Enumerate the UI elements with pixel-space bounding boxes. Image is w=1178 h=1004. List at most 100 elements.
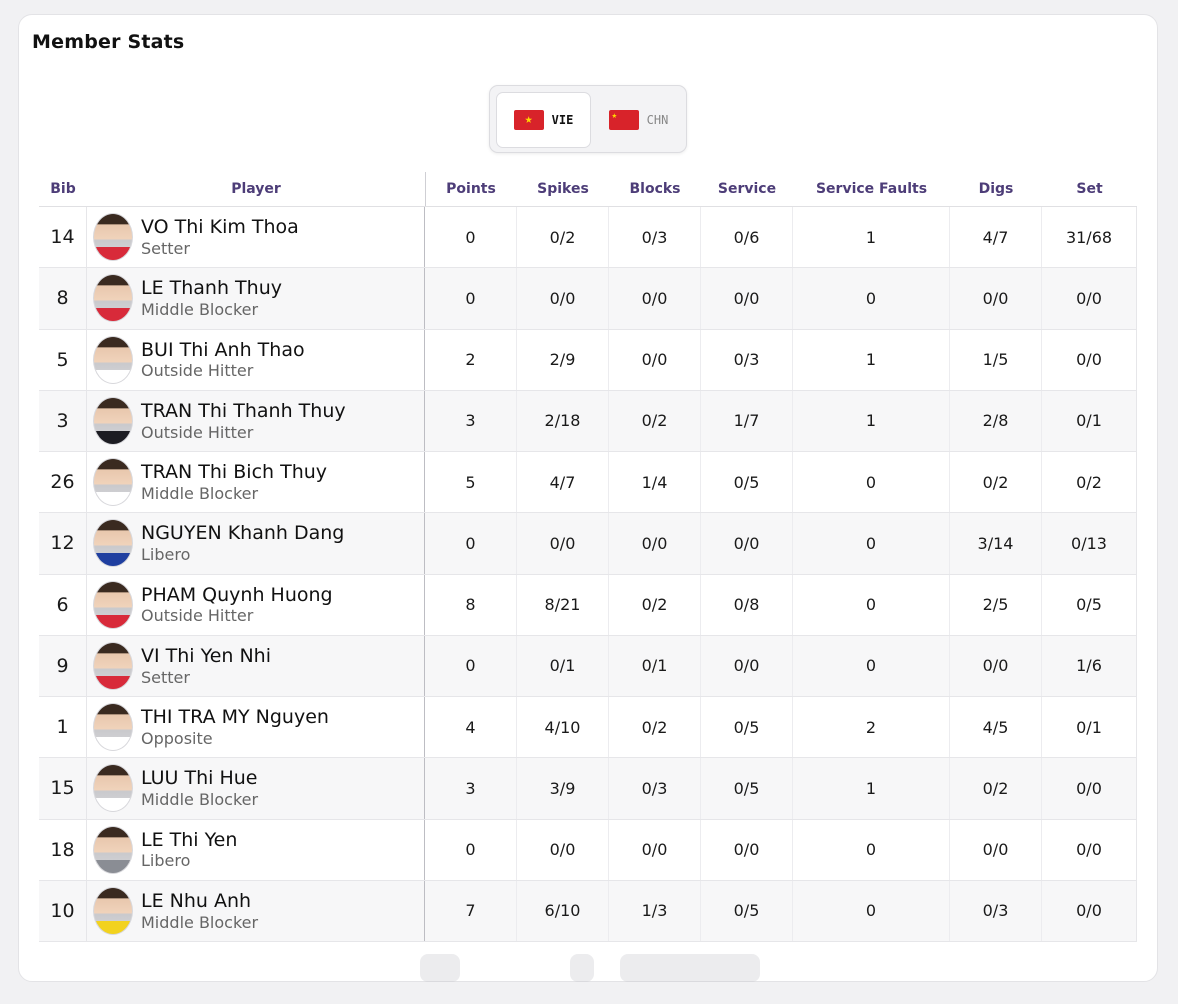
player-name: LE Thi Yen <box>141 828 238 851</box>
player-info: VO Thi Kim Thoa Setter <box>141 216 299 258</box>
column-header-digs: Digs <box>978 181 1014 197</box>
stat-set: 0/0 <box>1042 819 1137 880</box>
player-info: THI TRA MY Nguyen Opposite <box>141 706 329 748</box>
bib-number: 8 <box>39 268 87 329</box>
team-switcher: VIE CHN <box>489 85 687 153</box>
column-header-bib: Bib <box>50 181 76 197</box>
table-row[interactable]: 9 VI Thi Yen Nhi Setter 0 0/1 0/1 0/0 0 0/0 1/6 <box>39 635 1137 697</box>
bib-number: 3 <box>39 390 87 451</box>
stat-service-faults: 1 <box>793 207 950 268</box>
avatar <box>93 274 133 323</box>
player-name: LE Thanh Thuy <box>141 277 282 300</box>
stat-set: 31/68 <box>1042 207 1137 268</box>
player-cell[interactable]: PHAM Quynh Huong Outside Hitter <box>87 574 425 635</box>
stat-set: 1/6 <box>1042 635 1137 696</box>
stat-service: 0/5 <box>701 758 793 819</box>
stat-digs: 0/0 <box>950 268 1042 329</box>
stat-service: 1/7 <box>701 390 793 451</box>
stat-blocks: 0/0 <box>609 268 701 329</box>
bib-number: 12 <box>39 513 87 574</box>
avatar <box>93 580 133 629</box>
stat-service-faults: 0 <box>793 452 950 513</box>
stat-digs: 3/14 <box>950 513 1042 574</box>
player-name: VI Thi Yen Nhi <box>141 644 271 667</box>
stat-service: 0/5 <box>701 880 793 941</box>
bib-number: 14 <box>39 207 87 268</box>
stat-service-faults: 0 <box>793 268 950 329</box>
player-info: LE Thi Yen Libero <box>141 829 237 871</box>
player-cell[interactable]: VO Thi Kim Thoa Setter <box>87 207 425 268</box>
player-name: NGUYEN Khanh Dang <box>141 522 345 545</box>
table-row[interactable]: 5 BUI Thi Anh Thao Outside Hitter 2 2/9 0/0 0/… <box>39 329 1137 391</box>
player-position: Outside Hitter <box>141 606 254 626</box>
stat-service: 0/0 <box>701 268 793 329</box>
player-name: TRAN Thi Thanh Thuy <box>141 399 346 422</box>
stat-blocks: 0/2 <box>609 697 701 758</box>
player-cell[interactable]: LE Thi Yen Libero <box>87 819 425 880</box>
stat-spikes: 0/0 <box>517 513 609 574</box>
player-position: Outside Hitter <box>141 422 254 442</box>
stat-digs: 0/0 <box>950 635 1042 696</box>
team-tab-vie[interactable]: VIE <box>496 92 591 148</box>
stat-set: 0/0 <box>1042 329 1137 390</box>
player-info: VI Thi Yen Nhi Setter <box>141 645 271 687</box>
player-name: BUI Thi Anh Thao <box>141 338 305 361</box>
player-cell[interactable]: TRAN Thi Bich Thuy Middle Blocker <box>87 452 425 513</box>
player-info: LUU Thi Hue Middle Blocker <box>141 767 258 809</box>
table-row[interactable]: 15 LUU Thi Hue Middle Blocker 3 3/9 0/3 0/5 1 0/… <box>39 758 1137 820</box>
table-row[interactable]: 1 THI TRA MY Nguyen Opposite 4 4/10 0/2 0/5 2 4/… <box>39 697 1137 759</box>
stat-spikes: 0/0 <box>517 268 609 329</box>
stat-points: 2 <box>425 329 517 390</box>
player-position: Setter <box>141 667 190 687</box>
table-row[interactable]: 6 PHAM Quynh Huong Outside Hitter 8 8/21 0/2 0… <box>39 574 1137 636</box>
table-row[interactable]: 26 TRAN Thi Bich Thuy Middle Blocker 5 4/7 1/… <box>39 452 1137 514</box>
stat-service-faults: 0 <box>793 513 950 574</box>
player-name: VO Thi Kim Thoa <box>141 216 299 239</box>
avatar <box>93 519 133 568</box>
header-divider <box>425 172 426 206</box>
bib-number: 6 <box>39 574 87 635</box>
stat-points: 3 <box>425 390 517 451</box>
player-position: Libero <box>141 545 191 565</box>
table-row[interactable]: 12 NGUYEN Khanh Dang Libero 0 0/0 0/0 0/0 0 3/14… <box>39 513 1137 575</box>
stat-points: 0 <box>425 513 517 574</box>
table-row[interactable]: 18 LE Thi Yen Libero 0 0/0 0/0 0/0 0 0/0 0/0 <box>39 819 1137 881</box>
stat-spikes: 8/21 <box>517 574 609 635</box>
stat-digs: 2/8 <box>950 390 1042 451</box>
player-cell[interactable]: LE Thanh Thuy Middle Blocker <box>87 268 425 329</box>
stat-digs: 1/5 <box>950 329 1042 390</box>
stat-set: 0/1 <box>1042 697 1137 758</box>
stat-spikes: 3/9 <box>517 758 609 819</box>
table-row[interactable]: 3 TRAN Thi Thanh Thuy Outside Hitter 3 2/18 0… <box>39 390 1137 452</box>
avatar <box>93 213 133 262</box>
stat-spikes: 0/1 <box>517 635 609 696</box>
bib-number: 26 <box>39 452 87 513</box>
player-cell[interactable]: TRAN Thi Thanh Thuy Outside Hitter <box>87 390 425 451</box>
player-cell[interactable]: NGUYEN Khanh Dang Libero <box>87 513 425 574</box>
column-header-points: Points <box>446 181 496 197</box>
table-header: Bib Player Points Spikes Blocks Service … <box>39 172 1137 206</box>
player-position: Outside Hitter <box>141 361 254 381</box>
stat-service: 0/3 <box>701 329 793 390</box>
team-tab-chn[interactable]: CHN <box>591 92 686 148</box>
player-cell[interactable]: THI TRA MY Nguyen Opposite <box>87 697 425 758</box>
player-cell[interactable]: LE Nhu Anh Middle Blocker <box>87 880 425 941</box>
vietnam-flag-icon <box>513 110 544 130</box>
stat-set: 0/0 <box>1042 880 1137 941</box>
page-title: Member Stats <box>32 31 185 53</box>
stat-blocks: 0/2 <box>609 390 701 451</box>
stat-service-faults: 1 <box>793 758 950 819</box>
bib-number: 10 <box>39 880 87 941</box>
stat-service-faults: 1 <box>793 329 950 390</box>
player-cell[interactable]: LUU Thi Hue Middle Blocker <box>87 758 425 819</box>
table-row[interactable]: 8 LE Thanh Thuy Middle Blocker 0 0/0 0/0 0/0 0 0… <box>39 268 1137 330</box>
stat-service: 0/0 <box>701 635 793 696</box>
player-info: LE Thanh Thuy Middle Blocker <box>141 277 282 319</box>
table-row[interactable]: 10 LE Nhu Anh Middle Blocker 7 6/10 1/3 0/5 0 0/… <box>39 880 1137 942</box>
player-cell[interactable]: VI Thi Yen Nhi Setter <box>87 635 425 696</box>
stat-service-faults: 0 <box>793 574 950 635</box>
player-name: THI TRA MY Nguyen <box>141 706 329 729</box>
table-row[interactable]: 14 VO Thi Kim Thoa Setter 0 0/2 0/3 0/6 1 4/7 31/… <box>39 207 1137 269</box>
player-cell[interactable]: BUI Thi Anh Thao Outside Hitter <box>87 329 425 390</box>
stat-points: 3 <box>425 758 517 819</box>
